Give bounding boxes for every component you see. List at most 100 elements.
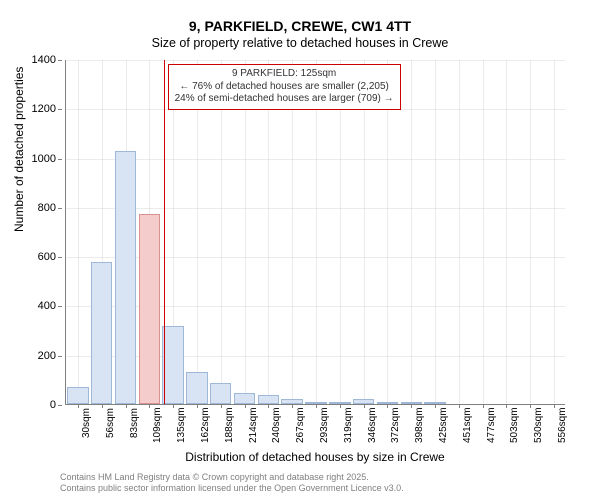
gridline-v xyxy=(78,60,79,404)
x-tick-label: 398sqm xyxy=(414,407,425,443)
title-main: 9, PARKFIELD, CREWE, CW1 4TT xyxy=(0,18,600,34)
bar xyxy=(67,387,88,404)
x-tick xyxy=(483,404,484,408)
bar xyxy=(210,383,231,404)
annotation-line3: 24% of semi-detached houses are larger (… xyxy=(175,93,394,106)
x-axis-title: Distribution of detached houses by size … xyxy=(65,450,565,464)
gridline-v xyxy=(245,60,246,404)
gridline-v xyxy=(364,60,365,404)
x-tick xyxy=(78,404,79,408)
x-tick xyxy=(149,404,150,408)
gridline-v xyxy=(459,60,460,404)
y-tick-label: 1400 xyxy=(32,54,56,66)
y-tick xyxy=(58,109,62,110)
x-tick xyxy=(364,404,365,408)
bar xyxy=(115,151,136,404)
x-tick xyxy=(102,404,103,408)
gridline-v xyxy=(530,60,531,404)
x-tick-label: 451sqm xyxy=(462,407,473,443)
x-tick-label: 188sqm xyxy=(224,407,235,443)
gridline-v xyxy=(268,60,269,404)
x-tick xyxy=(197,404,198,408)
x-tick-label: 267sqm xyxy=(295,407,306,443)
gridline-v xyxy=(506,60,507,404)
x-tick-label: 83sqm xyxy=(129,407,140,437)
annotation-box: 9 PARKFIELD: 125sqm ← 76% of detached ho… xyxy=(168,64,401,110)
x-tick-label: 425sqm xyxy=(438,407,449,443)
footer-line2: Contains public sector information licen… xyxy=(60,483,404,494)
bar xyxy=(353,399,374,404)
gridline-v xyxy=(554,60,555,404)
x-tick-label: 503sqm xyxy=(509,407,520,443)
x-tick xyxy=(245,404,246,408)
x-tick xyxy=(292,404,293,408)
y-tick-label: 400 xyxy=(38,300,56,312)
y-tick xyxy=(58,356,62,357)
title-sub: Size of property relative to detached ho… xyxy=(0,36,600,50)
gridline-v xyxy=(316,60,317,404)
bar xyxy=(424,402,445,404)
gridline-v xyxy=(483,60,484,404)
x-tick-label: 372sqm xyxy=(390,407,401,443)
footer-text: Contains HM Land Registry data © Crown c… xyxy=(60,472,404,494)
y-tick-label: 1000 xyxy=(32,153,56,165)
gridline-v xyxy=(221,60,222,404)
y-tick xyxy=(58,208,62,209)
x-tick xyxy=(316,404,317,408)
x-tick xyxy=(340,404,341,408)
x-tick xyxy=(411,404,412,408)
x-tick-label: 530sqm xyxy=(533,407,544,443)
annotation-line2: ← 76% of detached houses are smaller (2,… xyxy=(175,81,394,94)
bar xyxy=(377,402,398,404)
y-tick-label: 200 xyxy=(38,350,56,362)
x-tick xyxy=(387,404,388,408)
gridline-v xyxy=(411,60,412,404)
y-tick-label: 1200 xyxy=(32,103,56,115)
bar xyxy=(305,402,326,404)
plot-area: 020040060080010001200140030sqm56sqm83sqm… xyxy=(65,60,565,405)
x-tick xyxy=(554,404,555,408)
gridline-v xyxy=(387,60,388,404)
x-tick-label: 56sqm xyxy=(105,407,116,437)
y-tick xyxy=(58,306,62,307)
x-tick xyxy=(435,404,436,408)
x-tick-label: 556sqm xyxy=(557,407,568,443)
x-tick-label: 214sqm xyxy=(248,407,259,443)
bar-highlight xyxy=(139,214,160,404)
bar xyxy=(186,372,207,404)
chart-container: 9, PARKFIELD, CREWE, CW1 4TT Size of pro… xyxy=(0,0,600,500)
y-tick xyxy=(58,405,62,406)
bar xyxy=(281,399,302,404)
x-tick-label: 240sqm xyxy=(271,407,282,443)
bar xyxy=(162,326,183,404)
x-tick xyxy=(459,404,460,408)
y-tick xyxy=(58,159,62,160)
x-tick-label: 162sqm xyxy=(200,407,211,443)
x-tick-label: 477sqm xyxy=(486,407,497,443)
annotation-line1: 9 PARKFIELD: 125sqm xyxy=(175,68,394,81)
y-tick-label: 600 xyxy=(38,251,56,263)
bar xyxy=(91,262,112,404)
gridline-v xyxy=(197,60,198,404)
x-tick-label: 346sqm xyxy=(367,407,378,443)
x-tick xyxy=(173,404,174,408)
marker-line xyxy=(164,60,166,404)
y-tick-label: 0 xyxy=(50,399,56,411)
x-tick-label: 319sqm xyxy=(343,407,354,443)
footer-line1: Contains HM Land Registry data © Crown c… xyxy=(60,472,404,483)
y-tick xyxy=(58,60,62,61)
y-tick xyxy=(58,257,62,258)
bar xyxy=(234,393,255,404)
x-tick xyxy=(506,404,507,408)
bar xyxy=(401,402,422,404)
x-tick xyxy=(530,404,531,408)
title-block: 9, PARKFIELD, CREWE, CW1 4TT Size of pro… xyxy=(0,0,600,50)
x-tick-label: 135sqm xyxy=(176,407,187,443)
x-tick-label: 30sqm xyxy=(81,407,92,437)
gridline-v xyxy=(292,60,293,404)
x-tick-label: 293sqm xyxy=(319,407,330,443)
x-tick-label: 109sqm xyxy=(152,407,163,443)
gridline-v xyxy=(435,60,436,404)
x-tick xyxy=(126,404,127,408)
gridline-v xyxy=(340,60,341,404)
